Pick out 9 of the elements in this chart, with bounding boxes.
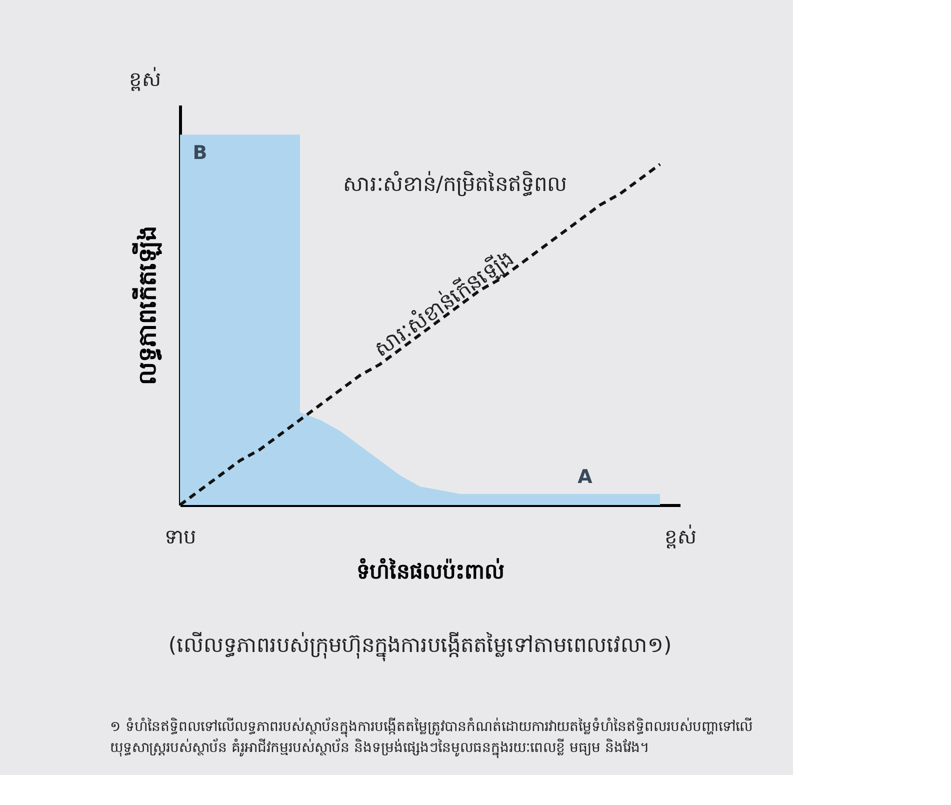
text: (លើលទ្ធភាពរបស់ក្រុមហ៊ុនក្នុងការបង្កើតតម្លៃទៅតាមពេលវេលា១): [168, 632, 672, 662]
annotation: A: [578, 466, 593, 488]
annotation: B: [192, 142, 208, 164]
text: ខ្ពស់: [129, 66, 161, 91]
x-axis-title: ទំហំនៃផលប៉ះពាល់: [356, 558, 504, 584]
annotation: សារៈសំខាន់/កម្រិតនៃឥទ្ធិពល: [342, 171, 568, 197]
text: ១ ទំហំនៃឥទ្ធិពលទៅលើលទ្ធភាពរបស់ស្ថាប័នក្នុងការបង្កើតតម្លៃត្រូវបានកំណត់ដោយការវាយតម្លៃទំហំនៃឥទ្ធិពលរបស់បញ្ហាទៅលើ យុទ្ធសាស្រ្តរបស់ស្ថាប័ន គំរូអាជីវកម្មរបស់ស្ថាប័ន និងទម្រង់ផ្សេងៗនៃមូលធនក្នុងរយៈពេលខ្លី មធ្យម និងវែង។: [110, 717, 752, 759]
x-tick-label: ទាប: [164, 524, 196, 548]
y-axis-title: លទ្ធភាពកើតឡើង: [132, 226, 162, 385]
